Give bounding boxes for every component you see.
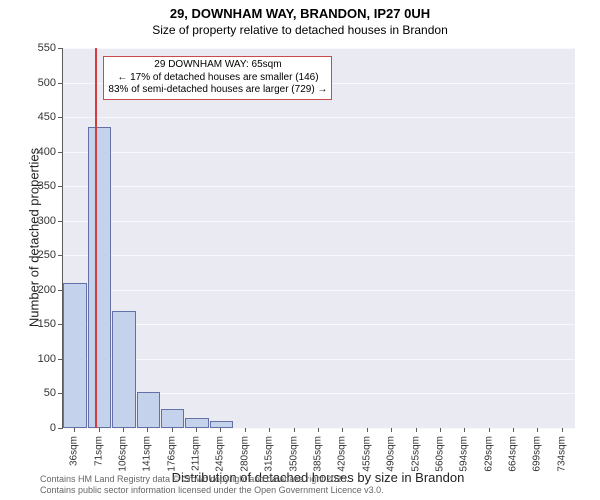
x-tick-mark — [245, 428, 246, 432]
x-tick-mark — [562, 428, 563, 432]
x-tick-mark — [74, 428, 75, 432]
plot-area: 29 DOWNHAM WAY: 65sqm← 17% of detached h… — [62, 48, 575, 429]
y-tick-mark — [58, 117, 62, 118]
gridline — [63, 221, 575, 222]
y-tick-label: 0 — [50, 422, 56, 434]
y-tick-label: 500 — [38, 77, 56, 89]
chart-area: 29 DOWNHAM WAY: 65sqm← 17% of detached h… — [62, 48, 574, 428]
y-tick-mark — [58, 324, 62, 325]
chart-title: 29, DOWNHAM WAY, BRANDON, IP27 0UH — [0, 0, 600, 21]
bar — [88, 127, 111, 428]
y-tick-mark — [58, 393, 62, 394]
x-tick-mark — [220, 428, 221, 432]
bar — [185, 418, 208, 428]
y-tick-label: 550 — [38, 42, 56, 54]
gridline — [63, 117, 575, 118]
x-tick-label: 594sqm — [459, 436, 470, 472]
x-tick-mark — [269, 428, 270, 432]
bar — [63, 283, 86, 428]
x-tick-mark — [464, 428, 465, 432]
bar — [112, 311, 135, 428]
x-tick-mark — [513, 428, 514, 432]
gridline — [63, 152, 575, 153]
y-tick-label: 300 — [38, 215, 56, 227]
x-tick-label: 280sqm — [239, 436, 250, 472]
y-tick-mark — [58, 83, 62, 84]
y-tick-mark — [58, 255, 62, 256]
bar — [137, 392, 160, 428]
x-tick-label: 699sqm — [532, 436, 543, 472]
x-tick-label: 176sqm — [166, 436, 177, 472]
x-tick-label: 560sqm — [434, 436, 445, 472]
y-tick-label: 50 — [44, 387, 56, 399]
x-tick-mark — [342, 428, 343, 432]
y-tick-mark — [58, 48, 62, 49]
x-tick-mark — [99, 428, 100, 432]
x-tick-mark — [294, 428, 295, 432]
x-tick-mark — [537, 428, 538, 432]
y-tick-label: 100 — [38, 353, 56, 365]
y-tick-mark — [58, 186, 62, 187]
x-tick-mark — [391, 428, 392, 432]
x-tick-mark — [367, 428, 368, 432]
gridline — [63, 48, 575, 49]
x-tick-label: 385sqm — [313, 436, 324, 472]
x-tick-mark — [440, 428, 441, 432]
gridline — [63, 359, 575, 360]
x-tick-mark — [416, 428, 417, 432]
y-tick-mark — [58, 290, 62, 291]
x-tick-label: 525sqm — [410, 436, 421, 472]
y-tick-label: 450 — [38, 111, 56, 123]
bar — [161, 409, 184, 428]
y-tick-label: 350 — [38, 180, 56, 192]
y-tick-mark — [58, 359, 62, 360]
x-tick-label: 490sqm — [386, 436, 397, 472]
x-tick-mark — [196, 428, 197, 432]
x-tick-mark — [489, 428, 490, 432]
y-tick-label: 400 — [38, 146, 56, 158]
gridline — [63, 186, 575, 187]
gridline — [63, 290, 575, 291]
x-tick-label: 245sqm — [215, 436, 226, 472]
annotation-line-3: 83% of semi-detached houses are larger (… — [108, 84, 327, 97]
y-tick-label: 250 — [38, 249, 56, 261]
footer-line-1: Contains HM Land Registry data © Crown c… — [40, 474, 384, 485]
gridline — [63, 428, 575, 429]
x-tick-label: 141sqm — [142, 436, 153, 472]
footer-line-2: Contains public sector information licen… — [40, 485, 384, 496]
x-tick-mark — [172, 428, 173, 432]
bar — [210, 421, 233, 428]
y-tick-label: 200 — [38, 284, 56, 296]
y-tick-mark — [58, 152, 62, 153]
x-tick-mark — [123, 428, 124, 432]
x-tick-label: 629sqm — [483, 436, 494, 472]
x-tick-label: 420sqm — [337, 436, 348, 472]
y-tick-label: 150 — [38, 318, 56, 330]
x-tick-label: 106sqm — [117, 436, 128, 472]
y-axis-label: Number of detached properties — [27, 128, 42, 348]
reference-line — [95, 48, 97, 428]
x-tick-mark — [147, 428, 148, 432]
gridline — [63, 255, 575, 256]
x-tick-label: 734sqm — [556, 436, 567, 472]
x-tick-label: 211sqm — [191, 436, 202, 471]
x-tick-label: 664sqm — [508, 436, 519, 472]
x-tick-label: 350sqm — [288, 436, 299, 472]
x-tick-label: 455sqm — [361, 436, 372, 472]
annotation-box: 29 DOWNHAM WAY: 65sqm← 17% of detached h… — [103, 56, 332, 100]
gridline — [63, 324, 575, 325]
chart-subtitle: Size of property relative to detached ho… — [0, 21, 600, 37]
y-tick-mark — [58, 221, 62, 222]
annotation-line-1: 29 DOWNHAM WAY: 65sqm — [108, 59, 327, 72]
x-tick-mark — [318, 428, 319, 432]
x-tick-label: 315sqm — [264, 436, 275, 472]
y-tick-mark — [58, 428, 62, 429]
x-tick-label: 36sqm — [69, 436, 80, 466]
x-tick-label: 71sqm — [93, 436, 104, 466]
annotation-line-2: ← 17% of detached houses are smaller (14… — [108, 72, 327, 85]
